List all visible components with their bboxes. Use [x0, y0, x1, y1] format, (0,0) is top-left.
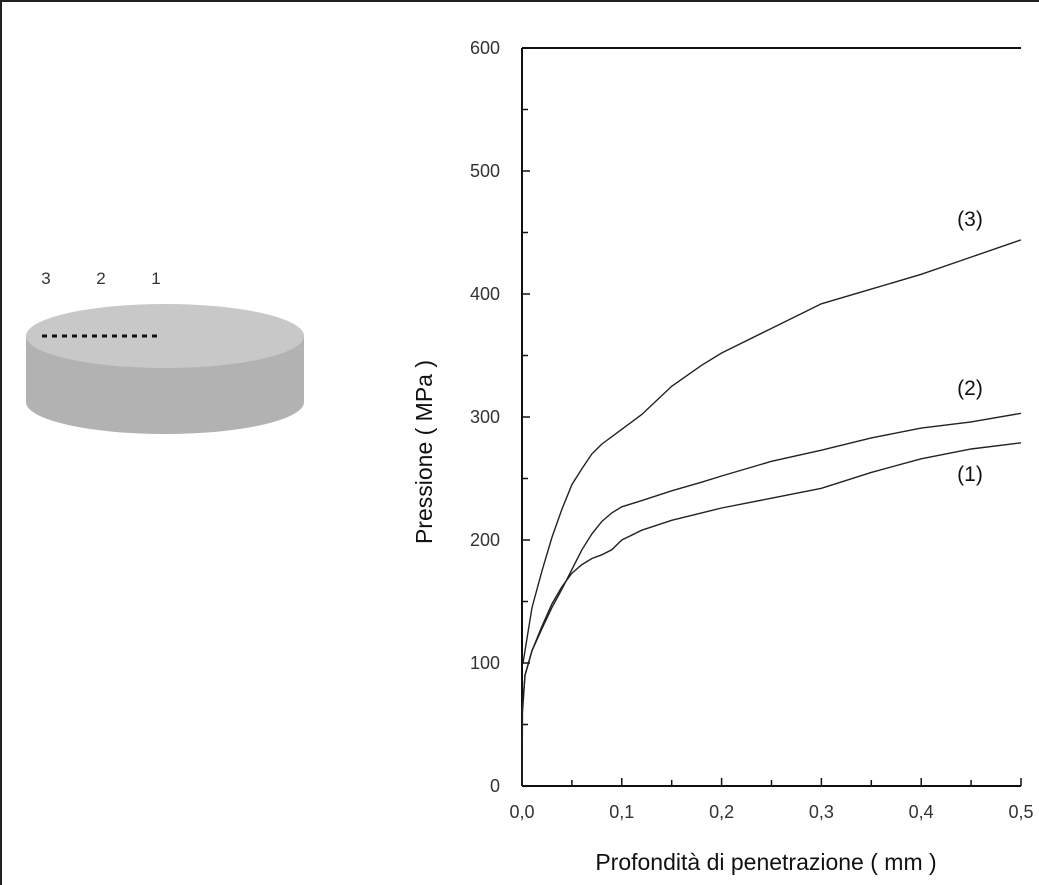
point-label-3: 3 — [41, 269, 50, 288]
x-tick-label: 0,4 — [909, 802, 934, 822]
plot-area: 0 100 200 300 400 500 600 0,0 0,1 0,2 0,3 0,4 0,5 (1)… — [470, 38, 1034, 822]
y-tick-label: 0 — [490, 776, 500, 796]
x-tick-label: 0,3 — [809, 802, 834, 822]
y-tick-label: 500 — [470, 161, 500, 181]
series-line-3 — [522, 239, 1022, 664]
y-tick-label: 600 — [470, 38, 500, 58]
cylinder-top — [26, 304, 304, 368]
x-tick-label: 0,2 — [709, 802, 734, 822]
series-line-2 — [521, 412, 1022, 713]
x-tick-label: 0,0 — [509, 802, 534, 822]
y-axis-title: Pressione ( MPa ) — [411, 360, 437, 544]
point-label-2: 2 — [96, 269, 105, 288]
y-tick-label: 100 — [470, 653, 500, 673]
series-label-2: (2) — [957, 377, 983, 400]
cylinder-sample-diagram: 3 2 1 — [26, 269, 304, 434]
series-label-3: (3) — [957, 208, 983, 231]
series-line-1 — [521, 442, 1022, 787]
y-tick-label: 200 — [470, 530, 500, 550]
y-tick-label: 400 — [470, 284, 500, 304]
point-label-1: 1 — [151, 269, 160, 288]
x-tick-label: 0,1 — [609, 802, 634, 822]
y-tick-label: 300 — [470, 407, 500, 427]
x-axis-title: Profondità di penetrazione ( mm ) — [595, 849, 936, 875]
x-tick-label: 0,5 — [1008, 802, 1033, 822]
series-label-1: (1) — [957, 463, 983, 486]
